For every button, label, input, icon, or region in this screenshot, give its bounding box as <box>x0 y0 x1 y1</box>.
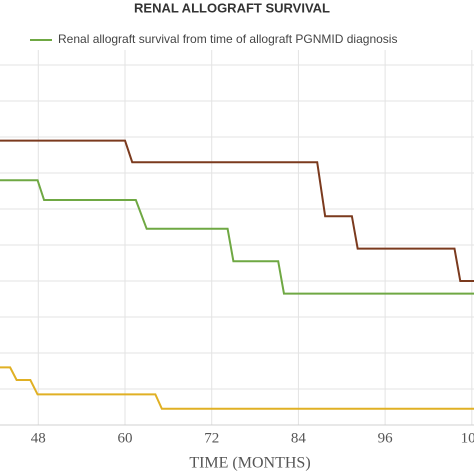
x-tick-label: 48 <box>31 430 46 446</box>
x-axis-label: TIME (MONTHS) <box>189 455 310 472</box>
x-tick-label: 72 <box>204 430 219 446</box>
chart-title: RENAL ALLOGRAFT SURVIVAL <box>134 0 330 15</box>
series-line <box>0 366 474 410</box>
x-tick-label: 84 <box>291 430 307 446</box>
x-tick-label: 96 <box>378 430 394 446</box>
x-tick-label: 108 <box>461 430 474 446</box>
series-line <box>0 179 474 295</box>
x-tick-label: 60 <box>118 430 133 446</box>
series-line <box>0 139 474 282</box>
legend-label: Renal allograft survival from time of al… <box>58 32 397 46</box>
